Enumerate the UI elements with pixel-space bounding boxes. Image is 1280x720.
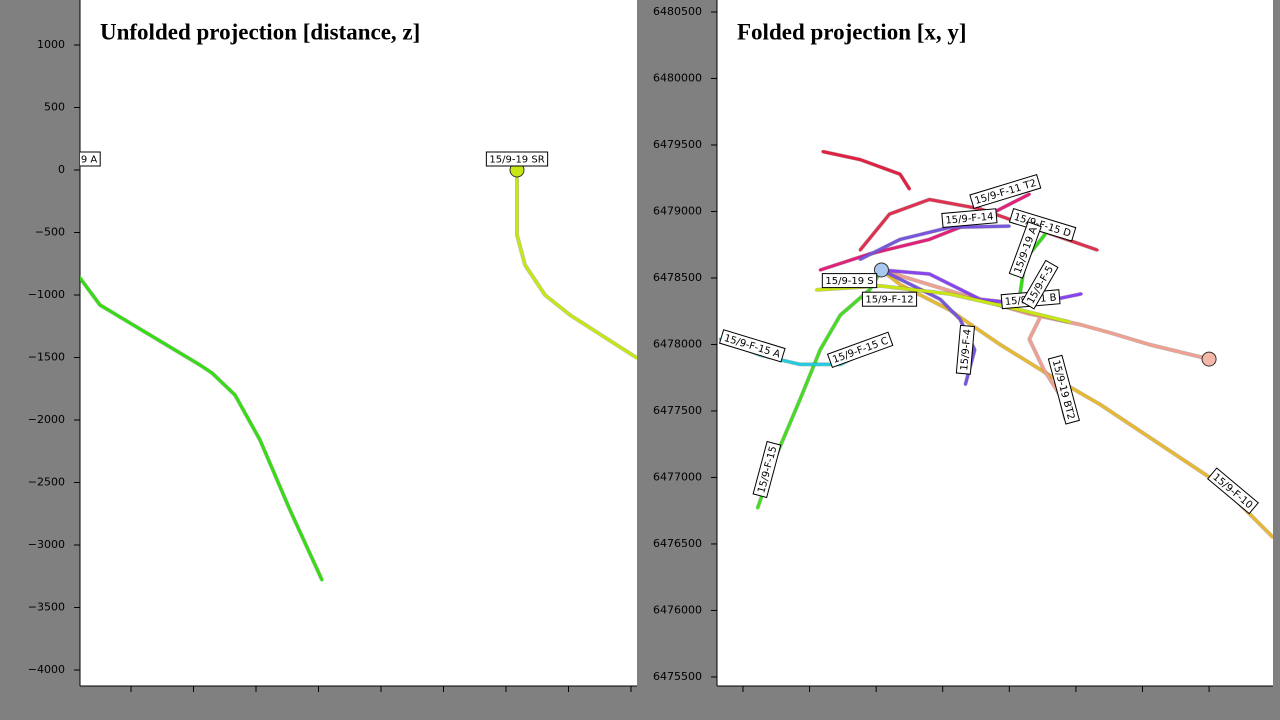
x-axis: 50010001500200025003000350040004500 xyxy=(130,686,632,692)
well-label-box xyxy=(941,208,998,228)
well-label-box xyxy=(955,324,975,375)
x-axis: 4340004345004350004355004360004365004370… xyxy=(742,686,1210,692)
well-label: 15/9-F-12 xyxy=(861,291,918,307)
well-label-box xyxy=(1008,221,1042,279)
well-label-box xyxy=(826,331,894,369)
well-label-box xyxy=(821,273,878,289)
y-tick-label: 6479500 xyxy=(653,138,702,151)
well-label-text: 15/9-F-14 xyxy=(945,212,994,227)
y-tick-label: 6479000 xyxy=(653,204,702,217)
well-label: 9 A xyxy=(80,151,101,167)
y-tick-label: 6476000 xyxy=(653,603,702,616)
y-tick-label: 6480000 xyxy=(653,71,702,84)
y-tick-label: 6478500 xyxy=(653,271,702,284)
well-label-box xyxy=(1047,354,1080,425)
well-label-box xyxy=(485,151,549,167)
well-label-box xyxy=(80,151,101,167)
well-label-box xyxy=(1021,259,1059,310)
well-label-box xyxy=(861,291,918,307)
well-label-text: 15/9-F-4 xyxy=(959,329,974,372)
well-label: 15/9-F-4 xyxy=(955,324,975,375)
y-tick-label: −4000 xyxy=(28,663,65,676)
chart-title: Unfolded projection [distance, z] xyxy=(100,19,420,44)
y-tick-label: 500 xyxy=(44,101,65,114)
well-label-box xyxy=(1008,207,1077,242)
y-tick-label: −3000 xyxy=(28,538,65,551)
well-label: 15/9-19 SR xyxy=(485,151,549,167)
well-path xyxy=(80,276,324,582)
wellhead-marker xyxy=(1201,351,1217,367)
y-tick-label: 6476500 xyxy=(653,537,702,550)
y-tick-label: 6477000 xyxy=(653,470,702,483)
well-label-text: 15/9-19 SR xyxy=(489,155,544,166)
plot-area xyxy=(80,0,637,686)
wellhead-marker xyxy=(873,262,889,278)
well-path xyxy=(858,224,1011,261)
plot-content: 9 A 15/9-19 SR xyxy=(80,151,637,582)
y-tick-label: −2500 xyxy=(28,476,65,489)
well-label-text: 9 A xyxy=(81,155,98,166)
well-label: 15/9-19 S xyxy=(821,273,878,289)
y-tick-label: 6478000 xyxy=(653,337,702,350)
well-label-box xyxy=(752,440,782,499)
well-path xyxy=(821,150,911,191)
well-label-box xyxy=(969,173,1042,210)
well-label-text: 15/9-19 S xyxy=(825,276,873,287)
y-tick-label: 0 xyxy=(58,163,65,176)
chart-title: Folded projection [x, y] xyxy=(737,19,967,44)
y-tick-label: 6475500 xyxy=(653,670,702,683)
well-path xyxy=(515,168,637,360)
y-tick-label: 6480500 xyxy=(653,5,702,18)
y-tick-label: −1500 xyxy=(28,351,65,364)
well-label-text: 15/9-F-12 xyxy=(865,295,913,306)
y-tick-label: −1000 xyxy=(28,288,65,301)
well-label-box xyxy=(1207,467,1259,515)
y-tick-label: −2000 xyxy=(28,413,65,426)
well-label-box xyxy=(718,329,786,363)
well-label: 15/9-F-14 xyxy=(941,208,998,228)
y-tick-label: −500 xyxy=(35,226,65,239)
y-tick-label: 1000 xyxy=(37,38,65,51)
y-tick-label: −3500 xyxy=(28,601,65,614)
plot-area xyxy=(717,0,1273,686)
y-tick-label: 6477500 xyxy=(653,404,702,417)
